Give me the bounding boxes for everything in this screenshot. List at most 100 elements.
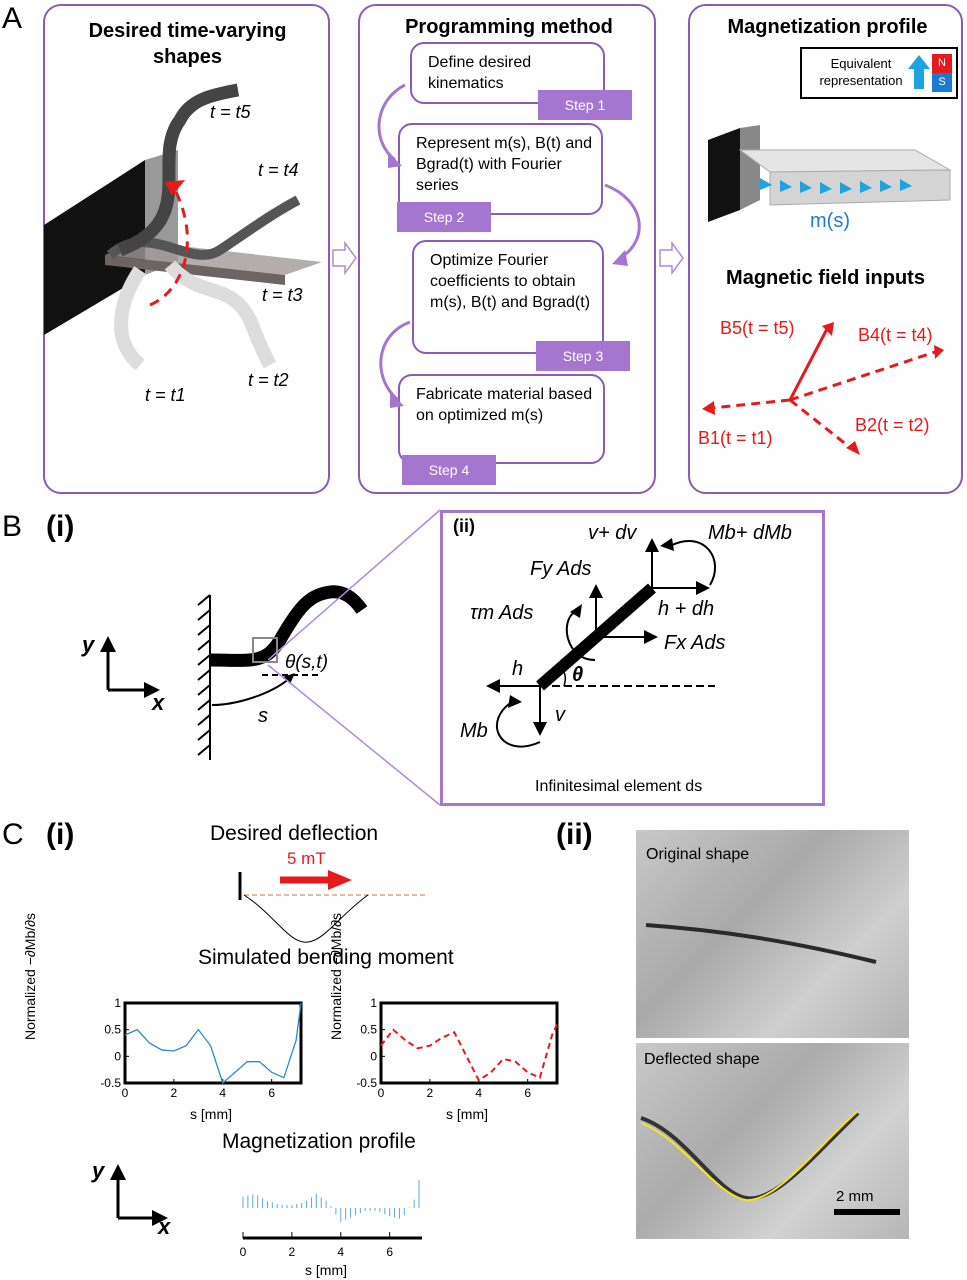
panel-a-left: Desired time-varying shapes — [43, 4, 330, 494]
left-title: Desired time-varying shapes — [88, 20, 287, 68]
step-2-box: Represent m(s), B(t) and Bgrad(t) with F… — [398, 123, 603, 215]
h-label: h — [512, 658, 524, 680]
scale-bar-label: 2 mm — [836, 1188, 874, 1205]
mb-dmb-label: Mb+ dMb — [708, 522, 792, 544]
chart-frame — [379, 1001, 559, 1085]
step-4-box: Fabricate material based on optimized m(… — [398, 374, 605, 464]
tau-label: τm Ads — [470, 602, 534, 624]
equivalent-label: Equivalent representation — [819, 56, 903, 88]
theta-st: θ(s,t) — [285, 652, 329, 673]
series-line — [124, 1002, 302, 1085]
original-shape-strip — [645, 923, 877, 964]
x-tick-label: 6 — [524, 1086, 531, 1100]
step-3-box: Optimize Fourier coefficients to obtain … — [412, 240, 604, 354]
simulated-title: Simulated bending moment — [198, 946, 454, 969]
north-pole: N — [932, 54, 952, 73]
panel-label-c: C — [2, 818, 24, 851]
chart-frame — [123, 1001, 303, 1085]
ms-label: m(s) — [810, 210, 850, 232]
deflected-shape-photo: Deflected shape 2 mm — [636, 1043, 909, 1239]
axis-x-b: x — [152, 690, 165, 715]
v-dv-label: v+ dv — [588, 522, 637, 544]
panel-label-b: B — [2, 510, 23, 543]
v-label: v — [555, 704, 565, 726]
step-2-text: Represent m(s), B(t) and Bgrad(t) with F… — [416, 135, 593, 194]
panel-label-c-ii: (ii) — [556, 818, 593, 851]
fy-label: Fy Ads — [530, 558, 592, 580]
y-tick-label: -0.5 — [100, 1076, 121, 1090]
x-tick-label: 4 — [219, 1086, 226, 1100]
equivalent-box: Equivalent representation N S — [800, 47, 958, 99]
panel-label-a: A — [2, 2, 23, 35]
right-title: Magnetization profile — [727, 16, 928, 38]
chart1-xlabel: s [mm] — [190, 1106, 232, 1122]
left-time-t4: t = t4 — [258, 160, 299, 180]
step-3-text: Optimize Fourier coefficients to obtain … — [430, 252, 591, 311]
left-time-t5: t = t5 — [210, 102, 251, 122]
mb-label: Mb — [460, 720, 488, 742]
y-tick-label: 1 — [370, 996, 377, 1010]
x-tick-label: 4 — [475, 1086, 482, 1100]
panel-b-ii — [440, 510, 825, 806]
y-tick-label: 0 — [114, 1049, 121, 1063]
mag-xlabel: s [mm] — [305, 1262, 347, 1278]
step-1-label: Step 1 — [538, 90, 632, 120]
panel-label-c-i: (i) — [46, 818, 75, 851]
left-time-t1: t = t1 — [145, 385, 186, 405]
fx-label: Fx Ads — [664, 632, 726, 654]
mag-tick-label: 6 — [386, 1245, 393, 1259]
x-tick-label: 0 — [122, 1086, 129, 1100]
axis-y-b: y — [82, 632, 95, 657]
series-line — [380, 1023, 558, 1082]
south-pole: S — [932, 73, 952, 92]
field-title: Magnetic field inputs — [726, 267, 925, 289]
y-tick-label: 0 — [370, 1049, 377, 1063]
step-2-label: Step 2 — [397, 202, 491, 232]
x-tick-label: 6 — [268, 1086, 275, 1100]
mag-tick-label: 2 — [289, 1245, 296, 1259]
y-tick-label: 0.5 — [104, 1023, 121, 1037]
step-3-label: Step 3 — [536, 341, 630, 371]
step-4-text: Fabricate material based on optimized m(… — [416, 386, 593, 424]
x-tick-label: 2 — [171, 1086, 178, 1100]
h-dh-label: h + dh — [658, 598, 715, 620]
middle-title: Programming method — [405, 16, 613, 38]
panel-label-b-ii: (ii) — [453, 516, 475, 536]
deflected-shape-label: Deflected shape — [644, 1051, 760, 1068]
step-1-text: Define desired kinematics — [428, 54, 532, 92]
left-time-t2: t = t2 — [248, 370, 289, 390]
field-b2: B2(t = t2) — [855, 415, 930, 435]
left-time-t3: t = t3 — [262, 285, 303, 305]
chart2-xlabel: s [mm] — [446, 1106, 488, 1122]
mag-tick-label: 0 — [240, 1245, 247, 1259]
panel-a-middle: Programming method — [358, 4, 656, 494]
step-4-label: Step 4 — [402, 455, 496, 485]
x-tick-label: 2 — [427, 1086, 434, 1100]
original-shape-label: Original shape — [646, 846, 750, 863]
field-b4: B4(t = t4) — [858, 325, 933, 345]
arc-s: s — [258, 705, 268, 727]
magnetization-title: Magnetization profile — [222, 1130, 416, 1153]
x-tick-label: 0 — [378, 1086, 385, 1100]
element-caption: Infinitesimal element ds — [535, 778, 703, 795]
y-tick-label: 1 — [114, 996, 121, 1010]
field-magnitude: 5 mT — [287, 849, 326, 868]
desired-deflection-title: Desired deflection — [210, 822, 379, 845]
y-tick-label: -0.5 — [356, 1076, 377, 1090]
theta-label: θ — [572, 664, 584, 686]
axis-x-c: x — [158, 1214, 171, 1239]
field-b5: B5(t = t5) — [720, 318, 795, 338]
original-shape-photo: Original shape — [636, 830, 909, 1038]
equivalent-arrow-shaft — [914, 69, 924, 89]
